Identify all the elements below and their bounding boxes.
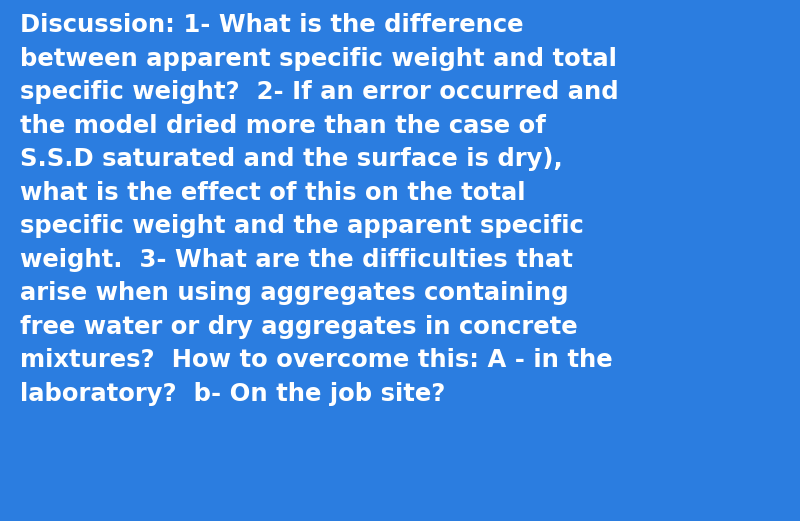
Text: Discussion: 1- What is the difference
between apparent specific weight and total: Discussion: 1- What is the difference be… bbox=[20, 13, 618, 405]
